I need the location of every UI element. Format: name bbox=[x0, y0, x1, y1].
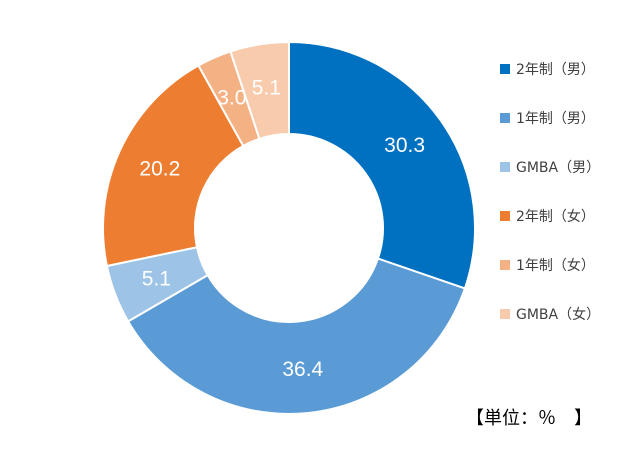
legend-label-3: GMBA（男） bbox=[516, 159, 601, 176]
slice-label-6: 5.1 bbox=[252, 76, 281, 99]
legend-label-4: 2年制（女） bbox=[516, 208, 595, 225]
slice-labels: 30.3 36.4 5.1 20.2 3.0 5.1 bbox=[139, 76, 425, 381]
chart-legend: 2年制（男） 1年制（男） GMBA（男） 2年制（女） 1年制（女） GMBA（女） bbox=[500, 44, 600, 338]
unit-note: 【単位：％ 】 bbox=[466, 408, 592, 429]
legend-swatch-4 bbox=[500, 210, 510, 221]
slice-label-4: 20.2 bbox=[139, 158, 180, 181]
legend-item-4: 2年制（女） bbox=[500, 191, 600, 240]
slice-label-1: 30.3 bbox=[384, 134, 425, 157]
slice-6 bbox=[229, 40, 290, 141]
slice-2 bbox=[126, 257, 467, 415]
slice-4 bbox=[102, 64, 245, 268]
legend-item-2: 1年制（男） bbox=[500, 93, 600, 142]
legend-label-1: 2年制（男） bbox=[516, 61, 595, 78]
legend-swatch-2 bbox=[500, 112, 510, 123]
slice-label-2: 36.4 bbox=[282, 358, 323, 381]
slice-1 bbox=[288, 40, 476, 290]
legend-item-6: GMBA（女） bbox=[500, 289, 600, 338]
legend-label-2: 1年制（男） bbox=[516, 110, 595, 127]
legend-swatch-5 bbox=[500, 259, 510, 270]
legend-swatch-1 bbox=[500, 63, 510, 74]
legend-label-6: GMBA（女） bbox=[516, 306, 601, 323]
slice-label-5: 3.0 bbox=[217, 87, 246, 110]
legend-swatch-6 bbox=[500, 308, 510, 319]
legend-item-1: 2年制（男） bbox=[500, 44, 600, 93]
legend-item-5: 1年制（女） bbox=[500, 240, 600, 289]
legend-swatch-3 bbox=[500, 161, 510, 172]
slice-label-3: 5.1 bbox=[142, 267, 171, 290]
donut-slices bbox=[102, 40, 476, 415]
legend-item-3: GMBA（男） bbox=[500, 142, 600, 191]
legend-label-5: 1年制（女） bbox=[516, 257, 595, 274]
